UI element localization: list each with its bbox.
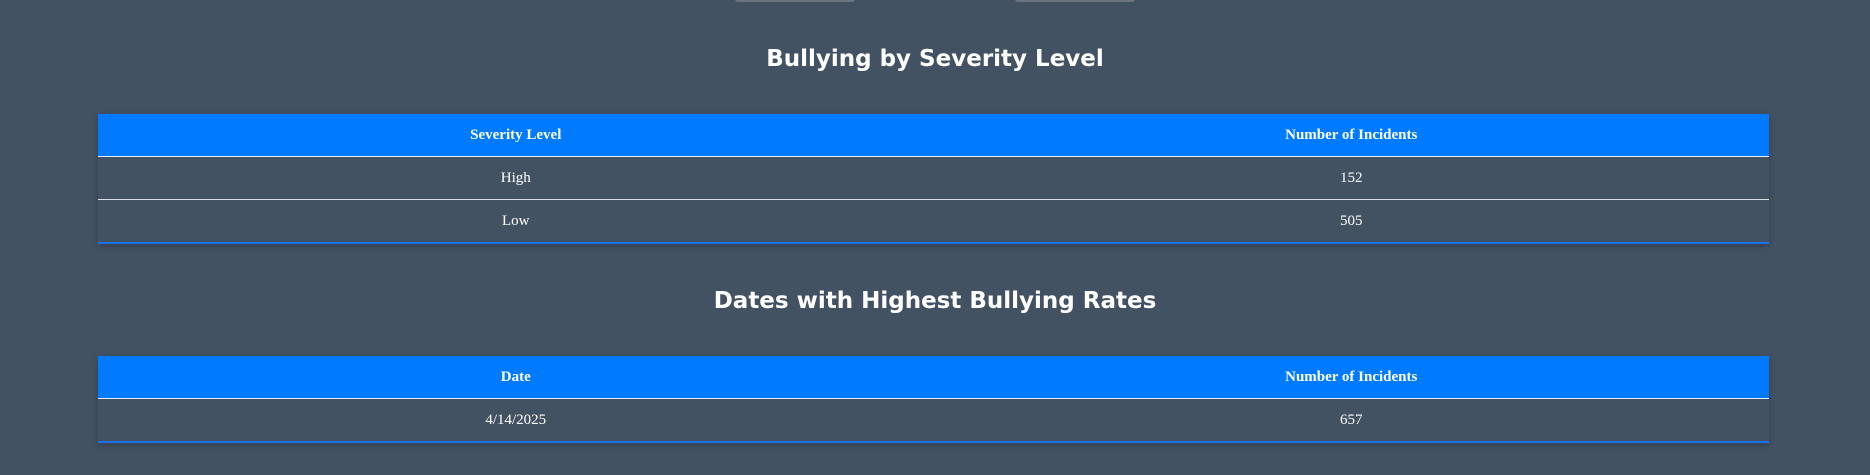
severity-table-header-row: Severity Level Number of Incidents <box>98 114 1769 157</box>
table-row: High 152 <box>98 156 1769 200</box>
dates-table-header-row: Date Number of Incidents <box>98 356 1769 399</box>
dates-table: Date Number of Incidents 4/14/2025 657 <box>98 356 1769 443</box>
date-header: Date <box>98 356 934 399</box>
incidents-cell: 505 <box>933 199 1769 243</box>
incidents-header: Number of Incidents <box>933 114 1769 157</box>
severity-level-cell: Low <box>98 199 934 243</box>
severity-level-cell: High <box>98 156 934 200</box>
incidents-cell: 657 <box>933 398 1769 442</box>
dates-section-title: Dates with Highest Bullying Rates <box>713 288 1157 314</box>
severity-level-header: Severity Level <box>98 114 934 157</box>
top-button-left[interactable] <box>735 0 855 2</box>
top-button-right[interactable] <box>1015 0 1135 2</box>
severity-table: Severity Level Number of Incidents High … <box>98 114 1769 244</box>
date-cell: 4/14/2025 <box>98 398 934 442</box>
severity-section-title: Bullying by Severity Level <box>766 46 1104 72</box>
incidents-cell: 152 <box>933 156 1769 200</box>
incidents-header: Number of Incidents <box>933 356 1769 399</box>
table-row: Low 505 <box>98 199 1769 243</box>
table-row: 4/14/2025 657 <box>98 398 1769 442</box>
